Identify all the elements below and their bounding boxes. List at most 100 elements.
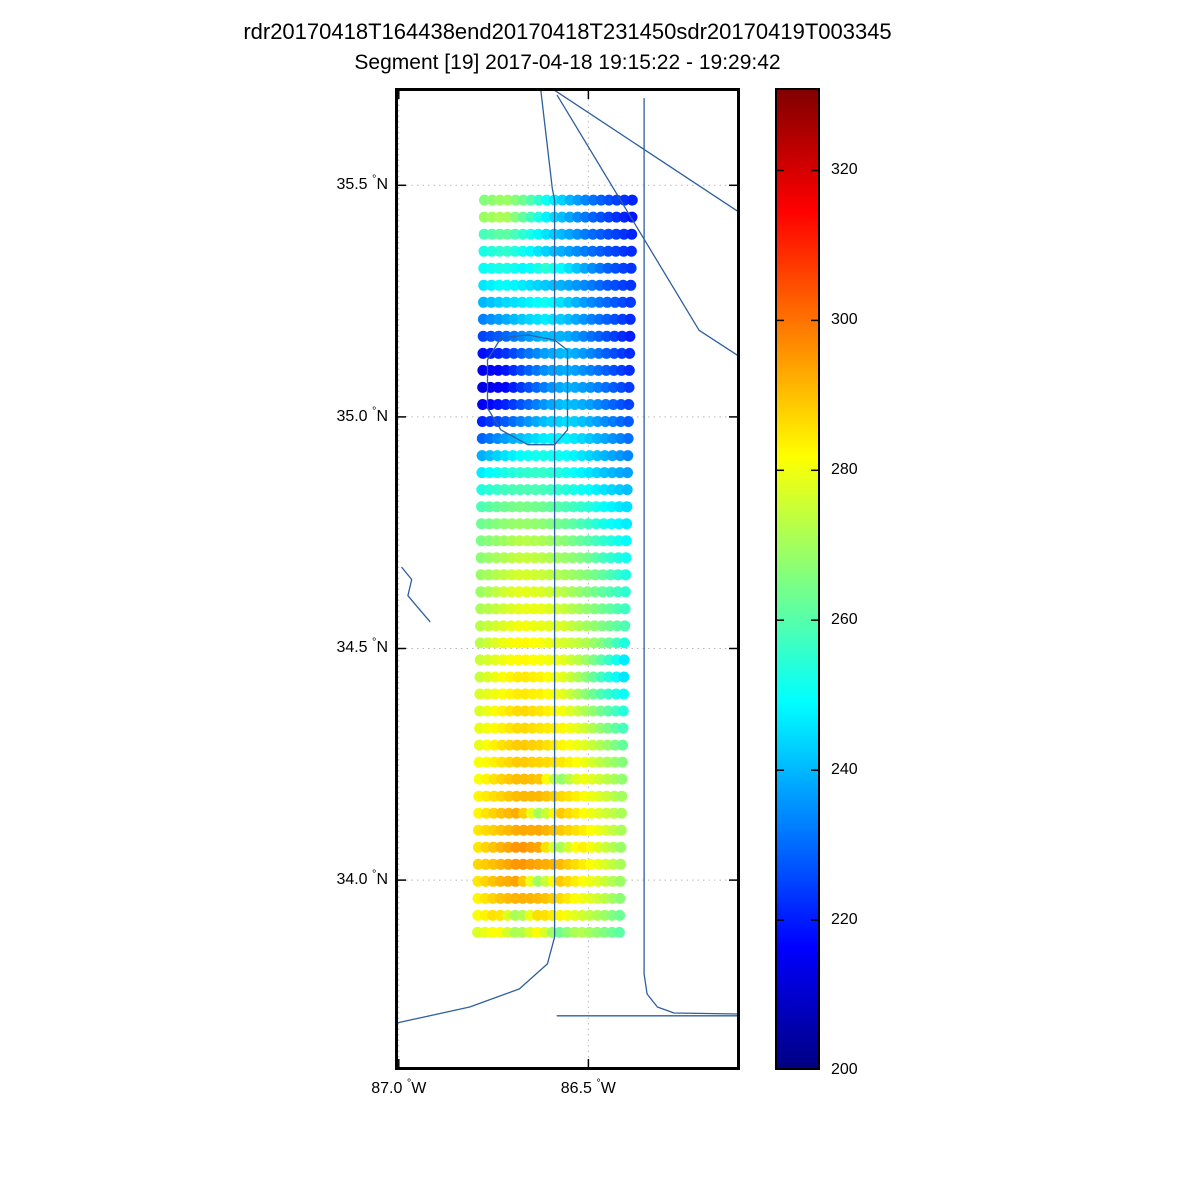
swath-dot bbox=[524, 262, 536, 274]
swath-dot bbox=[482, 671, 494, 683]
swath-dot bbox=[517, 211, 529, 223]
swath-dot bbox=[509, 211, 521, 223]
swath-dot bbox=[573, 620, 585, 632]
swath-dot bbox=[483, 552, 495, 564]
swath-dot bbox=[493, 330, 505, 342]
swath-dot bbox=[578, 296, 590, 308]
swath-dot bbox=[572, 688, 584, 700]
colorbar-tick-label: 320 bbox=[831, 161, 858, 179]
swath-dot bbox=[515, 416, 527, 427]
swath-dot bbox=[492, 416, 504, 427]
swath-dot bbox=[530, 450, 542, 462]
swath-dot bbox=[473, 756, 485, 768]
swath-dot bbox=[582, 569, 594, 581]
swath-dot bbox=[522, 467, 534, 479]
swath-dot bbox=[558, 637, 570, 649]
swath-dot bbox=[538, 381, 550, 393]
swath-dot bbox=[623, 381, 635, 393]
swath-dot bbox=[619, 637, 630, 649]
swath-dot bbox=[566, 586, 578, 598]
swath-dot bbox=[476, 433, 488, 444]
swath-dot bbox=[540, 228, 552, 240]
swath-dot bbox=[545, 467, 557, 479]
swath-dot bbox=[568, 433, 580, 444]
swath-dot bbox=[478, 296, 489, 308]
swath-dot bbox=[514, 467, 526, 479]
swath-dot bbox=[577, 399, 589, 410]
swath-dot bbox=[581, 620, 593, 632]
map-plot-svg bbox=[395, 88, 740, 1070]
swath-dot bbox=[616, 756, 628, 768]
swath-dot bbox=[515, 364, 527, 376]
swath-dot bbox=[528, 569, 540, 581]
swath-dot bbox=[617, 722, 629, 734]
swath-dot bbox=[505, 620, 517, 632]
swath-dot bbox=[506, 535, 518, 547]
swath-dot bbox=[617, 279, 629, 291]
swath-dot bbox=[552, 501, 564, 513]
swath-dot bbox=[584, 416, 596, 427]
swath-dot bbox=[567, 518, 579, 530]
swath-dot bbox=[587, 228, 599, 240]
swath-dot bbox=[578, 330, 590, 342]
swath-dot bbox=[496, 722, 508, 734]
swath-dot bbox=[528, 637, 539, 649]
swath-dot bbox=[563, 279, 575, 291]
swath-dot bbox=[601, 330, 613, 342]
swath-dot bbox=[607, 416, 619, 427]
swath-dot bbox=[564, 705, 576, 717]
swath-dot bbox=[477, 347, 489, 359]
swath-dot bbox=[574, 552, 586, 564]
swath-dot bbox=[540, 279, 552, 291]
swath-dot bbox=[583, 484, 595, 496]
swath-dot bbox=[508, 347, 520, 359]
swath-dot bbox=[529, 501, 541, 513]
swath-dot bbox=[550, 688, 561, 700]
swath-dot bbox=[566, 603, 578, 615]
swath-dot bbox=[549, 705, 561, 717]
swath-dot bbox=[559, 586, 570, 598]
swath-dot bbox=[626, 194, 638, 206]
swath-dot bbox=[574, 603, 585, 615]
swath-dot bbox=[570, 330, 582, 342]
flight-track-layer bbox=[397, 88, 740, 1024]
swath-dot bbox=[538, 399, 550, 410]
swath-dot bbox=[525, 211, 537, 223]
swath-dot bbox=[619, 603, 631, 615]
swath-dot bbox=[607, 433, 619, 444]
swath-dot bbox=[571, 245, 583, 257]
swath-dot bbox=[567, 535, 579, 547]
swath-dot bbox=[476, 416, 488, 427]
swath-dot bbox=[490, 637, 501, 649]
swath-dot bbox=[612, 552, 624, 564]
swath-dot bbox=[497, 654, 509, 666]
swath-dot bbox=[598, 501, 610, 513]
swath-dot bbox=[484, 416, 496, 427]
swath-dot bbox=[516, 330, 528, 342]
swath-dot bbox=[584, 399, 596, 410]
swath-dot bbox=[489, 705, 501, 717]
swath-dot bbox=[624, 313, 636, 325]
swath-dot bbox=[474, 654, 486, 666]
swath-dot bbox=[508, 364, 520, 376]
swath-dot bbox=[520, 637, 532, 649]
swath-dot bbox=[622, 450, 634, 462]
swath-dot bbox=[578, 313, 590, 325]
swath-dot bbox=[477, 364, 489, 376]
swath-dot bbox=[560, 484, 572, 496]
swath-dot bbox=[512, 671, 524, 683]
swath-dot bbox=[539, 296, 551, 308]
swath-dot bbox=[514, 535, 525, 547]
colorbar-tick-label: 240 bbox=[831, 761, 858, 779]
swath-dot bbox=[588, 637, 600, 649]
swath-dot bbox=[577, 381, 589, 393]
swath-dot bbox=[481, 688, 493, 700]
swath-dot bbox=[483, 501, 495, 513]
swath-dot bbox=[511, 722, 523, 734]
swath-dot bbox=[523, 399, 535, 410]
swath-dot bbox=[567, 501, 579, 513]
swath-dot bbox=[498, 552, 510, 564]
swath-dot bbox=[501, 279, 513, 291]
swath-dot bbox=[590, 501, 602, 513]
swath-dot bbox=[491, 518, 503, 530]
